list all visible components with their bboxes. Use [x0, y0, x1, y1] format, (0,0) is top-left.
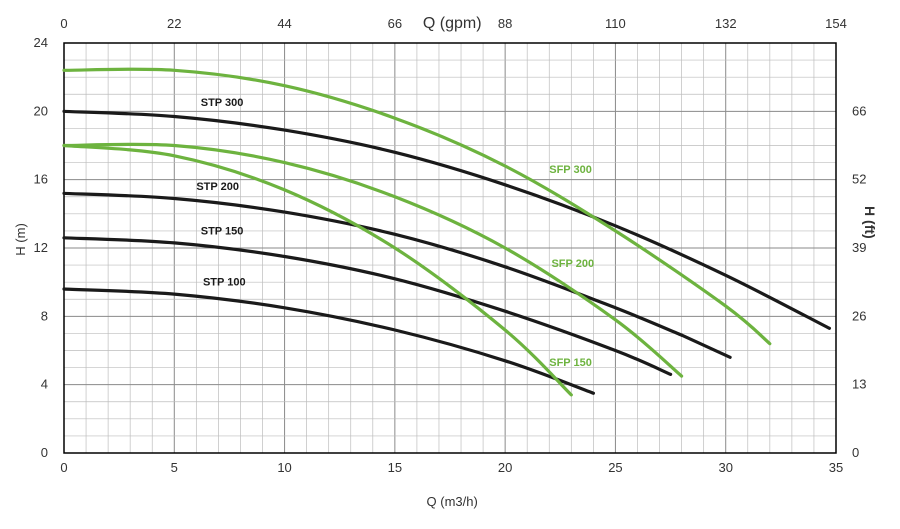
x2-tick-label: 110 — [605, 16, 626, 31]
series-layer — [62, 67, 831, 397]
series-label-stp-300: STP 300 — [201, 97, 244, 109]
x2-tick-label: 22 — [167, 16, 181, 31]
x-tick-label: 20 — [498, 460, 512, 475]
series-label-sfp-150: SFP 150 — [549, 357, 592, 369]
x2-tick-label: 44 — [277, 16, 291, 31]
labels-layer: STP 300 STP 200 STP 150 STP 100 SFP 300 SFP 2… — [196, 97, 594, 369]
y-tick-label: 16 — [34, 172, 48, 187]
y2-tick-label: 66 — [852, 103, 866, 118]
y2-tick-label: 13 — [852, 377, 866, 392]
x2-tick-label: 132 — [715, 16, 737, 31]
series-line-sfp-300 — [62, 67, 772, 346]
y-tick-label: 20 — [34, 103, 48, 118]
x2-tick-label: 154 — [825, 16, 847, 31]
y-tick-label: 8 — [41, 308, 48, 323]
series-line-sfp-200 — [62, 142, 684, 378]
x2-tick-label: 88 — [498, 16, 512, 31]
y-tick-label: 0 — [41, 445, 48, 460]
series-line-stp-300 — [62, 109, 831, 330]
series-line-stp-200 — [680, 333, 732, 359]
x-axis-title: Q (m3/h) — [427, 494, 478, 509]
x-tick-label: 35 — [829, 460, 843, 475]
y2-tick-label: 0 — [852, 445, 859, 460]
x-tick-label: 25 — [608, 460, 622, 475]
plot-frame — [63, 42, 837, 454]
x-tick-label: 5 — [171, 460, 178, 475]
series-line-sfp-150 — [62, 143, 573, 397]
series-line-stp-150 — [62, 236, 673, 376]
x2-tick-label: 0 — [60, 16, 67, 31]
y-axis-title: H (m) — [13, 223, 28, 256]
series-label-sfp-200: SFP 200 — [551, 258, 594, 270]
x-tick-label: 15 — [388, 460, 402, 475]
y2-tick-label: 52 — [852, 172, 866, 187]
ticks: 0052210441566208825110301323515404812162… — [34, 16, 867, 475]
x-tick-label: 30 — [718, 460, 732, 475]
series-label-stp-150: STP 150 — [201, 225, 244, 237]
y2-axis-title: H (ft) — [862, 206, 878, 239]
series-line-stp-100 — [62, 287, 595, 395]
y-tick-label: 24 — [34, 35, 48, 50]
x-tick-label: 0 — [60, 460, 67, 475]
y-tick-label: 12 — [34, 240, 48, 255]
x-tick-label: 10 — [277, 460, 291, 475]
y2-tick-label: 26 — [852, 308, 866, 323]
series-label-stp-200: STP 200 — [196, 181, 239, 193]
series-line-stp-200 — [62, 191, 684, 337]
x2-tick-label: 66 — [388, 16, 402, 31]
y2-tick-label: 39 — [852, 240, 866, 255]
series-label-sfp-300: SFP 300 — [549, 164, 592, 176]
x2-axis-title: Q (gpm) — [423, 15, 482, 32]
series-label-stp-100: STP 100 — [203, 277, 246, 289]
y-tick-label: 4 — [41, 377, 48, 392]
